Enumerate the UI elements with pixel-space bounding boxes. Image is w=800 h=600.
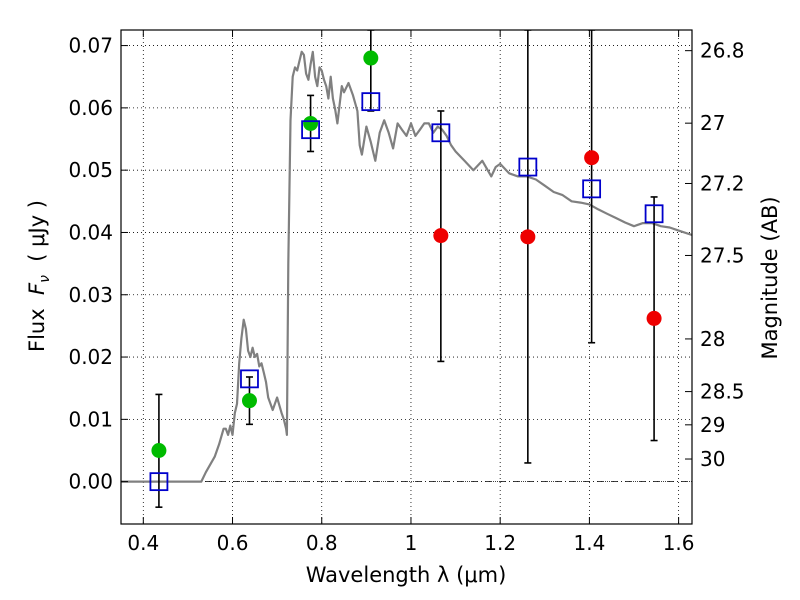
axis-ticks (121, 30, 692, 524)
x-tick-label: 0.4 (127, 531, 159, 555)
upper-limit-marker (584, 150, 600, 166)
y-tick-label: 0.05 (68, 158, 113, 182)
detection-marker (303, 115, 319, 131)
upper-limit-marker (646, 310, 662, 326)
plot-area (121, 30, 692, 508)
x-tick-label: 1.4 (573, 531, 605, 555)
y-tick-label: 0.07 (68, 34, 113, 58)
y2-tick-label: 27.5 (700, 243, 745, 267)
y-tick-label: 0.06 (68, 96, 113, 120)
model-square-marker (240, 369, 259, 389)
model-square-marker (301, 120, 320, 140)
y-axis-label-subscript: ν (37, 275, 53, 283)
x-tick-label: 0.6 (217, 531, 249, 555)
y2-axis-label: Magnitude (AB) (758, 196, 782, 359)
model-photometry-squares (149, 92, 664, 492)
plot-frame (120, 29, 693, 525)
y2-tick-label: 27 (700, 111, 725, 135)
x-tick-label: 1.2 (484, 531, 516, 555)
y-axis-label-suffix: ( μJy ) (25, 200, 49, 275)
y-tick-label: 0.03 (68, 283, 113, 307)
x-tick-labels: 0.4 0.6 0.8 1 1.2 1.4 1.6 (127, 531, 694, 555)
y2-tick-label: 29 (700, 413, 725, 437)
x-tick-label: 0.8 (306, 531, 338, 555)
detection-marker (151, 442, 167, 458)
y-tick-label: 0.02 (68, 345, 113, 369)
model-square-marker (149, 472, 169, 492)
upper-limit-marker (520, 229, 536, 245)
model-square-marker (518, 157, 538, 177)
y-tick-label: 0.01 (68, 407, 113, 431)
y2-tick-label: 28 (700, 327, 725, 351)
upper-limit-marker (433, 228, 449, 244)
model-square-marker (431, 123, 451, 143)
model-square-marker (361, 92, 381, 112)
detection-marker (241, 393, 257, 409)
y-tick-label: 0.00 (68, 470, 113, 494)
y-tick-label: 0.04 (68, 220, 113, 244)
photometry-points (151, 50, 662, 458)
x-tick-label: 1.6 (663, 531, 695, 555)
y2-tick-label: 26.8 (700, 39, 745, 63)
y2-tick-label: 27.2 (700, 171, 745, 195)
y-tick-labels: 0.00 0.01 0.02 0.03 0.04 0.05 0.06 0.07 (68, 34, 113, 494)
x-axis-label: Wavelength λ (μm) (306, 563, 507, 587)
model-square-marker (582, 179, 602, 199)
model-square-marker (644, 204, 664, 224)
y-axis-label-prefix: Flux (25, 295, 49, 352)
y2-tick-label: 30 (700, 447, 725, 471)
y2-tick-label: 28.5 (700, 380, 745, 404)
y-axis-label: Flux Fν ( μJy ) (25, 200, 53, 352)
y-axis-label-symbol: F (25, 282, 49, 295)
x-tick-label: 1 (405, 531, 418, 555)
y2-tick-labels: 26.8 27 27.2 27.5 28 28.5 29 30 (700, 39, 745, 471)
detection-marker (363, 50, 379, 66)
